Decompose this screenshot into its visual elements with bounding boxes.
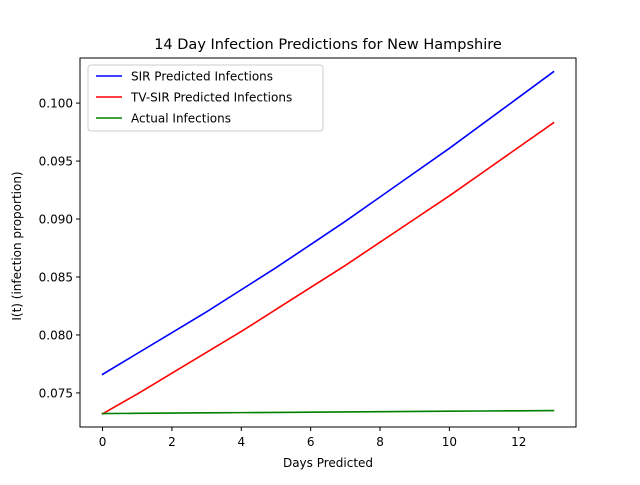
x-axis-label: Days Predicted [283, 456, 373, 470]
legend-box [87, 64, 324, 132]
x-tick-label: 10 [442, 435, 457, 449]
y-tick-label: 0.085 [39, 270, 73, 284]
chart-title: 14 Day Infection Predictions for New Ham… [154, 37, 502, 53]
y-tick-label: 0.100 [39, 97, 73, 111]
axes-frame [79, 57, 577, 428]
y-tick-label: 0.090 [39, 213, 73, 227]
x-tick-label: 0 [99, 435, 107, 449]
x-tick-label: 12 [511, 435, 526, 449]
x-tick-label: 6 [307, 435, 315, 449]
legend-label-1: TV-SIR Predicted Infections [130, 91, 292, 105]
series-line-0 [101, 70, 555, 376]
series-line-1 [101, 121, 555, 415]
y-tick-label: 0.095 [39, 155, 73, 169]
x-tick-label: 2 [168, 435, 176, 449]
x-tick-label: 4 [237, 435, 245, 449]
legend-label-0: SIR Predicted Infections [131, 70, 273, 84]
legend-label-2: Actual Infections [131, 112, 231, 126]
x-tick-label: 8 [376, 435, 384, 449]
y-axis-label: I(t) (infection proportion) [10, 171, 24, 320]
plot-area: 0 2 4 6 8 10 12 0.075 0.080 0.085 0.090 0.095 0.100 [39, 57, 577, 449]
legend: SIR Predicted Infections TV-SIR Predicted… [87, 64, 324, 132]
series-line-2 [101, 409, 555, 415]
y-tick-label: 0.080 [39, 328, 73, 342]
y-tick-label: 0.075 [39, 386, 73, 400]
